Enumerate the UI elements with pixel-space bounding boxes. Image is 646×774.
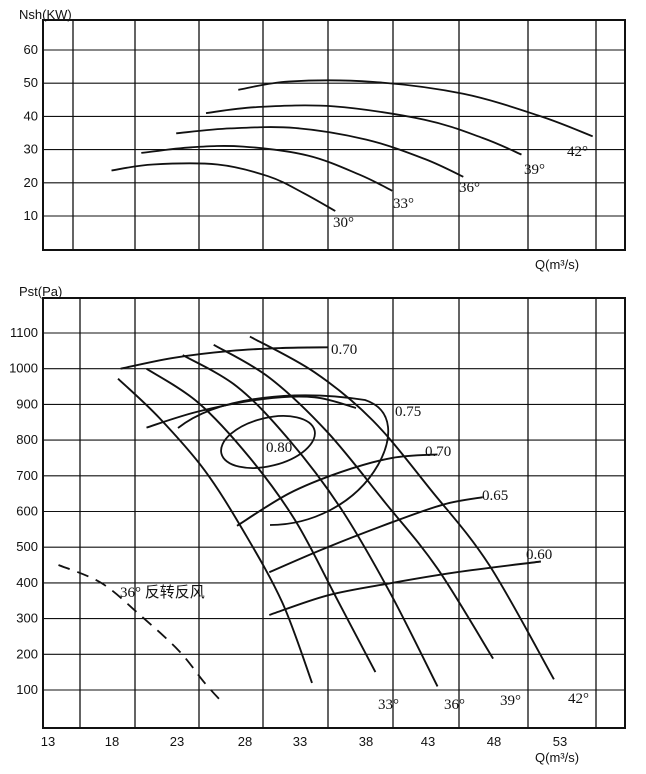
efficiency-curve-3 <box>236 453 438 527</box>
power-chart-y-tick-label: 10 <box>24 208 38 223</box>
efficiency-label: 0.65 <box>482 488 508 504</box>
power-curve-1 <box>111 162 336 212</box>
efficiency-island-080 <box>220 415 316 469</box>
pressure-curve-5 <box>249 335 555 680</box>
pressure-chart-y-tick-label: 300 <box>16 611 38 626</box>
pressure-chart-y-tick-label: 1100 <box>10 325 38 340</box>
power-chart: 10 20 30 40 50 60 30° 33° 36° 39° 42° Nsh(KW) Q(m… <box>19 7 626 272</box>
efficiency-curve-2 <box>146 395 357 429</box>
pressure-curve-1 <box>117 378 313 684</box>
pressure-chart-y-tick-label: 100 <box>16 682 38 697</box>
pressure-curve-label: 36° <box>444 697 465 713</box>
power-chart-y-tick-label: 50 <box>24 75 38 90</box>
power-curve-label: 42° <box>567 144 588 160</box>
power-curve-label: 33° <box>393 196 414 212</box>
reverse-flow-label: 36° 反转反风 <box>120 584 205 601</box>
pressure-chart-y-tick-label: 200 <box>16 646 38 661</box>
pressure-curve-2 <box>145 367 377 673</box>
pressure-chart-x-tick-label: 53 <box>553 734 567 749</box>
power-chart-grid <box>43 20 625 250</box>
power-curve-label: 30° <box>333 215 354 231</box>
pressure-chart-x-tick-label: 38 <box>359 734 373 749</box>
pressure-chart-y-tick-label: 1000 <box>9 361 38 376</box>
power-curve-label: 39° <box>524 162 545 178</box>
pressure-curve-4 <box>213 343 494 660</box>
pressure-chart-x-tick-label: 13 <box>41 734 55 749</box>
pressure-curve-label: 33° <box>378 697 399 713</box>
pressure-chart-y-tick-label: 600 <box>16 504 38 519</box>
power-chart-y-tick-label: 30 <box>24 142 38 157</box>
pressure-curve-3 <box>182 354 439 687</box>
power-chart-y-tick-label: 20 <box>24 175 38 190</box>
pressure-chart: 100 200 300 400 500 600 700 800 900 1000 1100 13 18… <box>9 284 626 765</box>
power-curve-label: 36° <box>459 180 480 196</box>
pressure-chart-y-tick-label: 400 <box>16 575 38 590</box>
pressure-chart-x-tick-label: 33 <box>293 734 307 749</box>
efficiency-label: 0.75 <box>395 404 421 420</box>
reverse-flow-curve <box>58 564 225 705</box>
efficiency-label: 0.60 <box>526 547 552 563</box>
pressure-chart-grid <box>43 298 625 728</box>
power-chart-y-axis-title: Nsh(KW) <box>19 7 72 22</box>
pressure-chart-x-tick-label: 23 <box>170 734 184 749</box>
efficiency-label: 0.70 <box>425 444 451 460</box>
pressure-chart-x-tick-label: 43 <box>421 734 435 749</box>
pressure-chart-x-axis-title: Q(m³/s) <box>535 750 579 765</box>
pressure-chart-x-ticks: 13 18 23 28 33 38 43 48 53 <box>41 734 567 749</box>
pressure-chart-y-tick-label: 700 <box>16 468 38 483</box>
pressure-chart-blade-curves <box>117 335 555 687</box>
power-chart-curves <box>111 79 594 212</box>
power-chart-y-tick-label: 40 <box>24 108 38 123</box>
pressure-curve-label: 39° <box>500 693 521 709</box>
efficiency-curve-5 <box>269 560 542 616</box>
pressure-curve-label: 42° <box>568 691 589 707</box>
power-curve-2 <box>141 145 393 192</box>
pressure-chart-x-tick-label: 28 <box>238 734 252 749</box>
efficiency-curve-4 <box>268 496 483 574</box>
power-chart-y-tick-label: 60 <box>24 42 38 57</box>
pressure-chart-frame <box>42 297 626 729</box>
efficiency-label: 0.70 <box>331 342 357 358</box>
pressure-chart-efficiency-curves <box>120 346 542 616</box>
pressure-chart-y-axis-title: Pst(Pa) <box>19 284 62 299</box>
pressure-chart-y-tick-label: 500 <box>16 539 38 554</box>
power-chart-curve-labels: 30° 33° 36° 39° 42° <box>333 144 588 231</box>
power-curve-5 <box>238 79 594 138</box>
power-curve-4 <box>205 104 522 156</box>
power-chart-y-ticks: 10 20 30 40 50 60 <box>24 42 38 223</box>
efficiency-island-075 <box>177 394 390 526</box>
pressure-chart-x-tick-label: 18 <box>105 734 119 749</box>
pressure-chart-y-tick-label: 800 <box>16 432 38 447</box>
pressure-chart-curve-labels: 0.70 0.75 0.70 0.65 0.60 0.80 33° 36° 39° 42° <box>266 342 589 713</box>
efficiency-label: 0.80 <box>266 440 292 456</box>
efficiency-curve-1 <box>120 346 328 370</box>
pressure-chart-x-tick-label: 48 <box>487 734 501 749</box>
pressure-chart-y-ticks: 100 200 300 400 500 600 700 800 900 1000 1100 <box>9 325 38 697</box>
pressure-chart-reverse-curve: 36° 反转反风 <box>58 564 225 705</box>
pressure-chart-y-tick-label: 900 <box>16 396 38 411</box>
power-curve-3 <box>176 126 464 178</box>
power-chart-frame <box>42 19 626 251</box>
power-chart-x-axis-title: Q(m³/s) <box>535 257 579 272</box>
